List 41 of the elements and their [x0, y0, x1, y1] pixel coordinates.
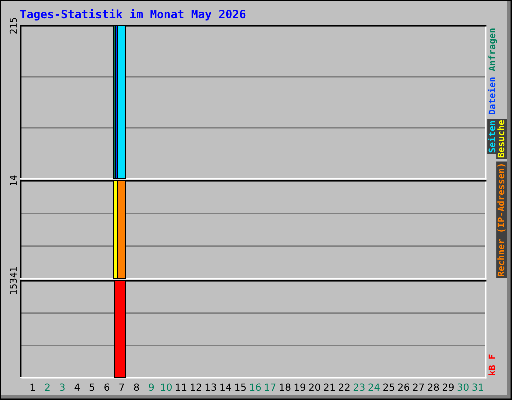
- x-tick-label: 20: [309, 384, 320, 392]
- x-tick-label: 25: [384, 384, 394, 392]
- x-tick-label: 30: [458, 384, 469, 392]
- x-tick-label: 15: [236, 384, 246, 392]
- x-tick-label: 12: [191, 384, 202, 391]
- y-tick-label: 14: [10, 176, 17, 186]
- x-tick-label: 23: [354, 384, 365, 392]
- x-tick-label: 7: [120, 384, 124, 391]
- text: Seiten: [488, 121, 496, 153]
- x-tick-label: 4: [74, 384, 80, 391]
- text: Anfragen: [488, 28, 498, 72]
- text: Besuche: [498, 120, 505, 158]
- y-tick-label: 15341: [10, 267, 18, 294]
- x-tick-label: 11: [176, 384, 187, 391]
- x-tick-label: 14: [220, 384, 232, 391]
- x-tick-label: 26: [398, 384, 410, 392]
- x-tick-label: 8: [134, 384, 140, 392]
- y-tick-label: 215: [10, 18, 18, 34]
- x-tick-label: 27: [413, 384, 424, 391]
- x-tick-label: 17: [265, 384, 276, 391]
- x-tick-label: 24: [368, 384, 380, 391]
- x-tick-label: 10: [161, 384, 172, 392]
- x-tick-label: 2: [45, 384, 50, 391]
- x-tick-label: 13: [206, 384, 216, 392]
- x-tick-label: 29: [442, 384, 454, 392]
- x-tick-label: 9: [149, 384, 154, 392]
- x-tick-label: 28: [428, 384, 440, 392]
- x-tick-label: 31: [472, 384, 484, 392]
- x-tick-label: 3: [60, 384, 65, 392]
- text: kB F: [488, 354, 496, 376]
- x-tick-label: 6: [104, 384, 110, 392]
- x-tick-label: 19: [294, 384, 306, 392]
- text: Rechner (IP-Adressen): [498, 164, 506, 276]
- x-tick-label: 1: [30, 384, 36, 391]
- x-tick-label: 21: [324, 384, 335, 391]
- x-tick-label: 16: [250, 384, 262, 392]
- text: Dateien: [488, 78, 496, 114]
- x-tick-label: 22: [339, 384, 350, 391]
- chart-title: Tages-Statistik im Monat May 2026: [20, 9, 246, 21]
- x-tick-label: 18: [280, 384, 291, 392]
- x-tick-label: 5: [90, 384, 94, 392]
